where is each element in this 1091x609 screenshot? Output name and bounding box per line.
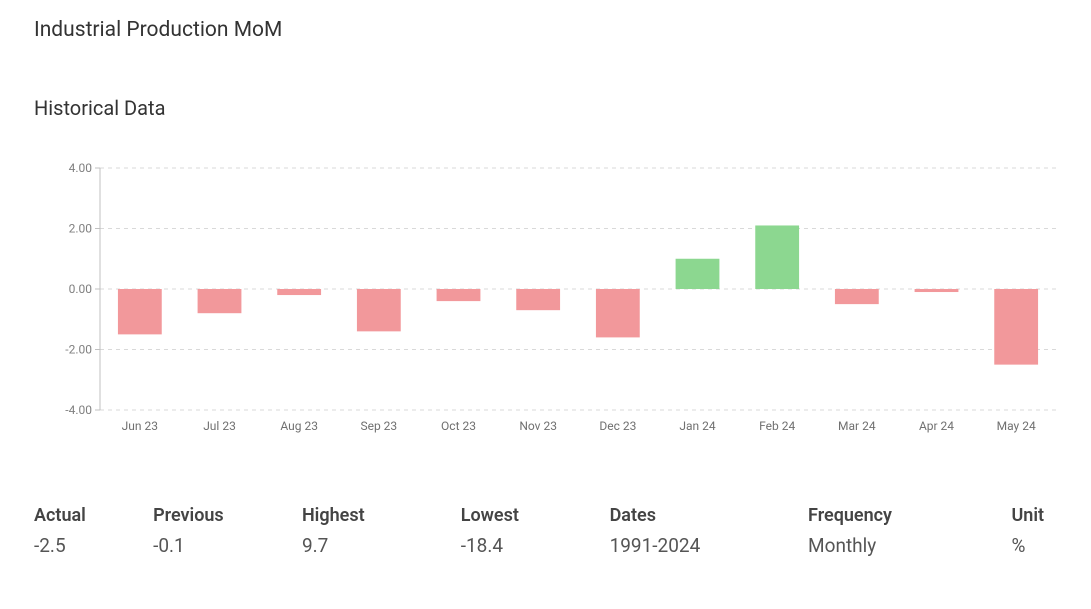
y-tick-label: 0.00 xyxy=(69,282,93,296)
x-tick-label: Oct 23 xyxy=(441,419,476,433)
bar xyxy=(676,259,720,289)
stat-label: Actual xyxy=(34,505,153,526)
bar xyxy=(915,289,959,292)
x-tick-label: Feb 24 xyxy=(759,419,795,433)
stat-dates: Dates 1991-2024 xyxy=(610,505,808,557)
stat-lowest: Lowest -18.4 xyxy=(461,505,610,557)
bar xyxy=(198,289,242,313)
y-tick-label: 4.00 xyxy=(69,161,93,175)
stat-actual: Actual -2.5 xyxy=(34,505,153,557)
stat-previous: Previous -0.1 xyxy=(153,505,302,557)
x-tick-label: Jun 23 xyxy=(122,419,158,433)
x-tick-label: Apr 24 xyxy=(919,419,954,433)
stats-row: Actual -2.5Previous -0.1Highest 9.7Lowest -1… xyxy=(34,505,1071,557)
stat-unit: Unit% xyxy=(1011,505,1071,557)
y-tick-label: -4.00 xyxy=(65,403,92,417)
bar xyxy=(755,225,799,289)
x-tick-label: Sep 23 xyxy=(360,419,397,433)
stat-value: % xyxy=(1011,534,1071,557)
stat-label: Unit xyxy=(1011,505,1071,526)
bar xyxy=(596,289,640,337)
x-tick-label: Nov 23 xyxy=(519,419,557,433)
stat-value: -2.5 xyxy=(34,534,153,557)
stat-label: Dates xyxy=(610,505,808,526)
chart-container: -4.00 -2.00 0.00 2.00 4.00 Jun 23 Jul 23 Aug 23… xyxy=(60,160,1060,440)
bar xyxy=(516,289,560,310)
stat-value: Monthly xyxy=(808,534,1011,557)
x-tick-label: Mar 24 xyxy=(838,419,876,433)
stat-label: Highest xyxy=(302,505,461,526)
stat-frequency: Frequency Monthly xyxy=(808,505,1011,557)
y-tick-label: -2.00 xyxy=(65,343,92,357)
bar-chart: -4.00 -2.00 0.00 2.00 4.00 Jun 23 Jul 23 Aug 23… xyxy=(60,160,1060,440)
stat-value: -0.1 xyxy=(153,534,302,557)
x-tick-label: Jan 24 xyxy=(679,419,715,433)
bar xyxy=(277,289,321,295)
x-tick-label: Jul 23 xyxy=(203,419,236,433)
bar xyxy=(994,289,1038,365)
x-tick-label: May 24 xyxy=(997,419,1036,433)
section-title-historical-data: Historical Data xyxy=(34,96,165,120)
x-tick-label: Aug 23 xyxy=(280,419,318,433)
bar xyxy=(118,289,162,334)
stat-label: Lowest xyxy=(461,505,610,526)
stat-label: Previous xyxy=(153,505,302,526)
page: Industrial Production MoM Historical Dat… xyxy=(0,0,1091,609)
bar xyxy=(835,289,879,304)
stat-label: Frequency xyxy=(808,505,1011,526)
stat-value: 1991-2024 xyxy=(610,534,808,557)
page-title: Industrial Production MoM xyxy=(34,18,282,42)
bar xyxy=(437,289,481,301)
bar xyxy=(357,289,401,331)
y-tick-label: 2.00 xyxy=(69,222,93,236)
stat-value: -18.4 xyxy=(461,534,610,557)
stat-highest: Highest 9.7 xyxy=(302,505,461,557)
stat-value: 9.7 xyxy=(302,534,461,557)
x-tick-label: Dec 23 xyxy=(599,419,636,433)
